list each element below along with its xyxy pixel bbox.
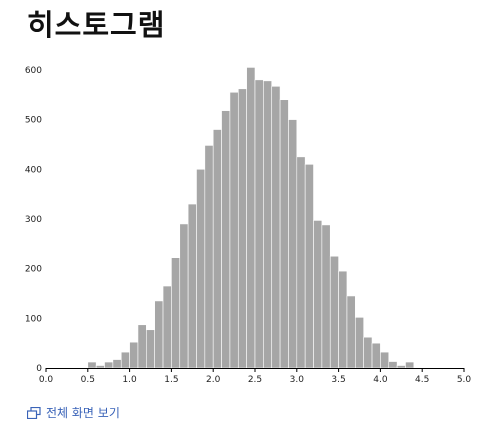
histogram-bar-35 [380, 351, 390, 369]
y-axis: 0 100 200 300 400 500 600 [25, 66, 42, 374]
histogram-bar-0 [87, 361, 97, 369]
histogram-bar-31 [346, 295, 356, 369]
histogram-bar-18 [237, 88, 247, 369]
histogram-bar-14 [204, 145, 214, 369]
histogram-bar-37 [396, 365, 406, 369]
x-tick-label: 1.5 [164, 375, 178, 385]
histogram-bar-15 [212, 129, 222, 369]
histogram-bar-21 [263, 80, 273, 369]
y-tick-label: 300 [25, 215, 42, 225]
histogram-bar-38 [405, 361, 415, 369]
histogram-bar-23 [279, 99, 289, 369]
y-tick-label: 400 [25, 165, 42, 175]
fullscreen-label: 전체 화면 보기 [46, 406, 120, 420]
x-tick-label: 4.0 [373, 375, 388, 385]
histogram-bar-33 [363, 336, 373, 369]
histogram-bar-4 [120, 351, 130, 369]
x-axis: 0.0 0.5 1.0 1.5 2.0 2.5 3.0 3.5 4.0 4.5 5.0 [39, 368, 472, 385]
histogram-bar-27 [313, 220, 323, 369]
histogram-bar-10 [171, 257, 181, 369]
histogram-bar-29 [329, 255, 339, 369]
histogram-bar-22 [271, 86, 281, 369]
y-tick-label: 200 [25, 265, 42, 275]
x-tick-label: 4.5 [415, 375, 429, 385]
histogram-bar-24 [288, 119, 298, 369]
histogram-bar-28 [321, 224, 331, 369]
x-tick-label: 3.5 [331, 375, 345, 385]
x-tick-label: 5.0 [457, 375, 472, 385]
x-tick-label: 3.0 [290, 375, 305, 385]
histogram-bar-36 [388, 361, 398, 369]
fullscreen-link[interactable]: 전체 화면 보기 [27, 404, 120, 421]
histogram-bars [87, 67, 415, 369]
x-tick-label: 1.0 [122, 375, 137, 385]
histogram-bar-20 [254, 79, 264, 369]
histogram-bar-30 [338, 270, 348, 369]
histogram-bar-7 [146, 329, 155, 369]
histogram-bar-25 [296, 156, 306, 369]
histogram-bar-1 [95, 365, 105, 369]
histogram-bar-32 [355, 317, 364, 369]
histogram-bar-11 [179, 223, 189, 369]
histogram-bar-2 [104, 361, 114, 369]
x-tick-label: 2.5 [248, 375, 262, 385]
histogram-bar-16 [221, 110, 231, 369]
histogram-chart: 0 100 200 300 400 500 600 0.0 0.5 1.0 1.5 2.0 2.5 3.… [25, 66, 472, 385]
histogram-bar-17 [229, 91, 239, 369]
histogram-bar-19 [246, 67, 256, 369]
histogram-bar-34 [371, 342, 381, 369]
histogram-bar-8 [154, 300, 164, 369]
y-tick-label: 600 [25, 66, 42, 76]
y-tick-label: 500 [25, 116, 42, 126]
x-tick-label: 0.5 [81, 375, 95, 385]
y-tick-label: 0 [36, 364, 42, 374]
histogram-bar-12 [187, 203, 197, 369]
histogram-bar-3 [112, 359, 122, 369]
histogram-bar-5 [129, 341, 139, 369]
histogram-bar-26 [304, 164, 314, 369]
histogram-bar-6 [137, 324, 147, 369]
histogram-bar-9 [162, 285, 172, 369]
x-tick-label: 0.0 [39, 375, 54, 385]
y-tick-label: 100 [25, 314, 42, 324]
x-tick-label: 2.0 [206, 375, 221, 385]
page-title: 히스토그램 [27, 8, 166, 42]
histogram-bar-13 [196, 168, 206, 369]
